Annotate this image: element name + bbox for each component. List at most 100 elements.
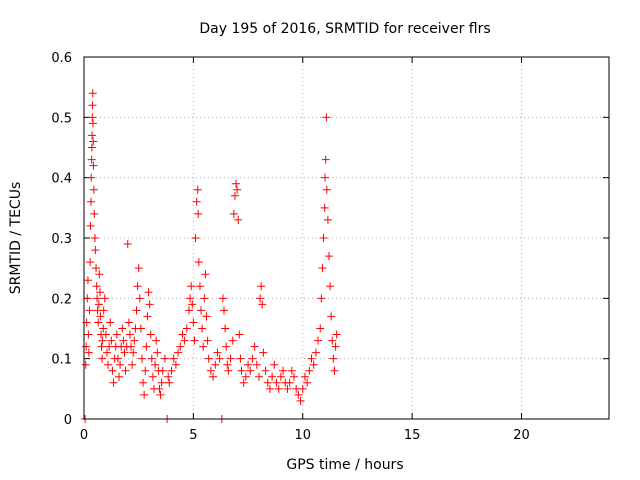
data-point [191, 234, 200, 242]
data-point [176, 342, 185, 351]
y-axis-label: SRMTID / TECUs [8, 182, 24, 295]
data-point [157, 378, 166, 387]
data-point [102, 348, 111, 357]
data-point [142, 342, 151, 351]
data-point [246, 366, 255, 375]
data-point [141, 366, 150, 375]
data-point [94, 300, 103, 309]
data-point [136, 324, 145, 333]
data-point [259, 348, 268, 357]
x-tick-label: 5 [189, 428, 197, 443]
data-point [258, 300, 267, 309]
data-point [276, 372, 285, 381]
data-point [268, 372, 277, 381]
data-point [256, 294, 265, 303]
data-point [327, 312, 336, 321]
data-point [193, 185, 202, 194]
data-point [321, 155, 330, 164]
data-point [194, 258, 203, 267]
data-point [185, 306, 193, 315]
data-point [145, 300, 154, 309]
data-point [202, 312, 211, 321]
data-point [211, 360, 220, 369]
data-point [178, 330, 187, 339]
data-point [88, 131, 97, 140]
data-point [309, 360, 318, 369]
data-point [236, 354, 245, 363]
data-point [287, 366, 296, 375]
data-point [194, 209, 203, 218]
data-point [132, 306, 141, 315]
data-point [279, 366, 288, 375]
y-tick-label: 0.1 [51, 353, 72, 368]
data-point [87, 143, 96, 152]
data-point [303, 378, 312, 387]
data-point [318, 264, 327, 273]
data-point [255, 372, 263, 381]
data-point [101, 330, 110, 339]
data-point [218, 294, 227, 303]
data-point [104, 360, 113, 369]
data-point [331, 342, 340, 351]
data-point [83, 276, 92, 285]
data-point [127, 342, 136, 351]
data-point [187, 282, 196, 291]
data-point [322, 185, 331, 194]
data-point [326, 282, 335, 291]
data-point [155, 384, 164, 393]
y-tick-label: 0.4 [51, 172, 72, 187]
data-point [235, 330, 244, 339]
data-point [182, 324, 191, 333]
data-point [199, 342, 208, 351]
data-point [100, 294, 109, 303]
y-tick-label: 0.5 [51, 111, 72, 126]
data-point [124, 318, 133, 327]
data-point [330, 366, 339, 375]
data-point [224, 366, 233, 375]
data-point [232, 179, 241, 188]
data-point [94, 318, 103, 327]
data-point [171, 360, 180, 369]
data-point [325, 252, 333, 261]
data-point [248, 354, 257, 363]
data-point [234, 215, 243, 224]
data-point [229, 209, 238, 218]
data-point [90, 234, 99, 242]
data-point [137, 354, 146, 363]
data-point [99, 324, 108, 333]
data-point [89, 185, 98, 194]
data-point [128, 360, 137, 369]
data-points [81, 89, 341, 423]
data-point [113, 354, 122, 363]
data-point [323, 215, 332, 224]
data-point [263, 378, 272, 387]
data-point [316, 324, 325, 333]
data-point [119, 336, 128, 345]
data-point [203, 336, 212, 345]
data-point [140, 390, 149, 399]
data-point [222, 342, 231, 351]
data-point [174, 348, 183, 357]
data-point [106, 318, 115, 327]
data-point [87, 173, 96, 182]
data-point [81, 360, 90, 369]
data-point [129, 348, 138, 357]
data-point [329, 354, 338, 363]
data-point [87, 197, 95, 206]
data-point [99, 306, 108, 315]
data-point [148, 372, 157, 381]
x-tick-label: 15 [404, 428, 421, 443]
data-point [314, 336, 323, 345]
data-point [88, 113, 97, 122]
data-point [160, 354, 169, 363]
data-point [96, 312, 105, 321]
y-tick-label: 0.6 [51, 51, 72, 66]
data-point [201, 270, 210, 279]
data-point [156, 390, 165, 399]
data-point [209, 372, 218, 381]
data-point [151, 360, 160, 369]
data-point [332, 330, 341, 339]
data-point [319, 234, 328, 242]
data-point [83, 294, 92, 303]
